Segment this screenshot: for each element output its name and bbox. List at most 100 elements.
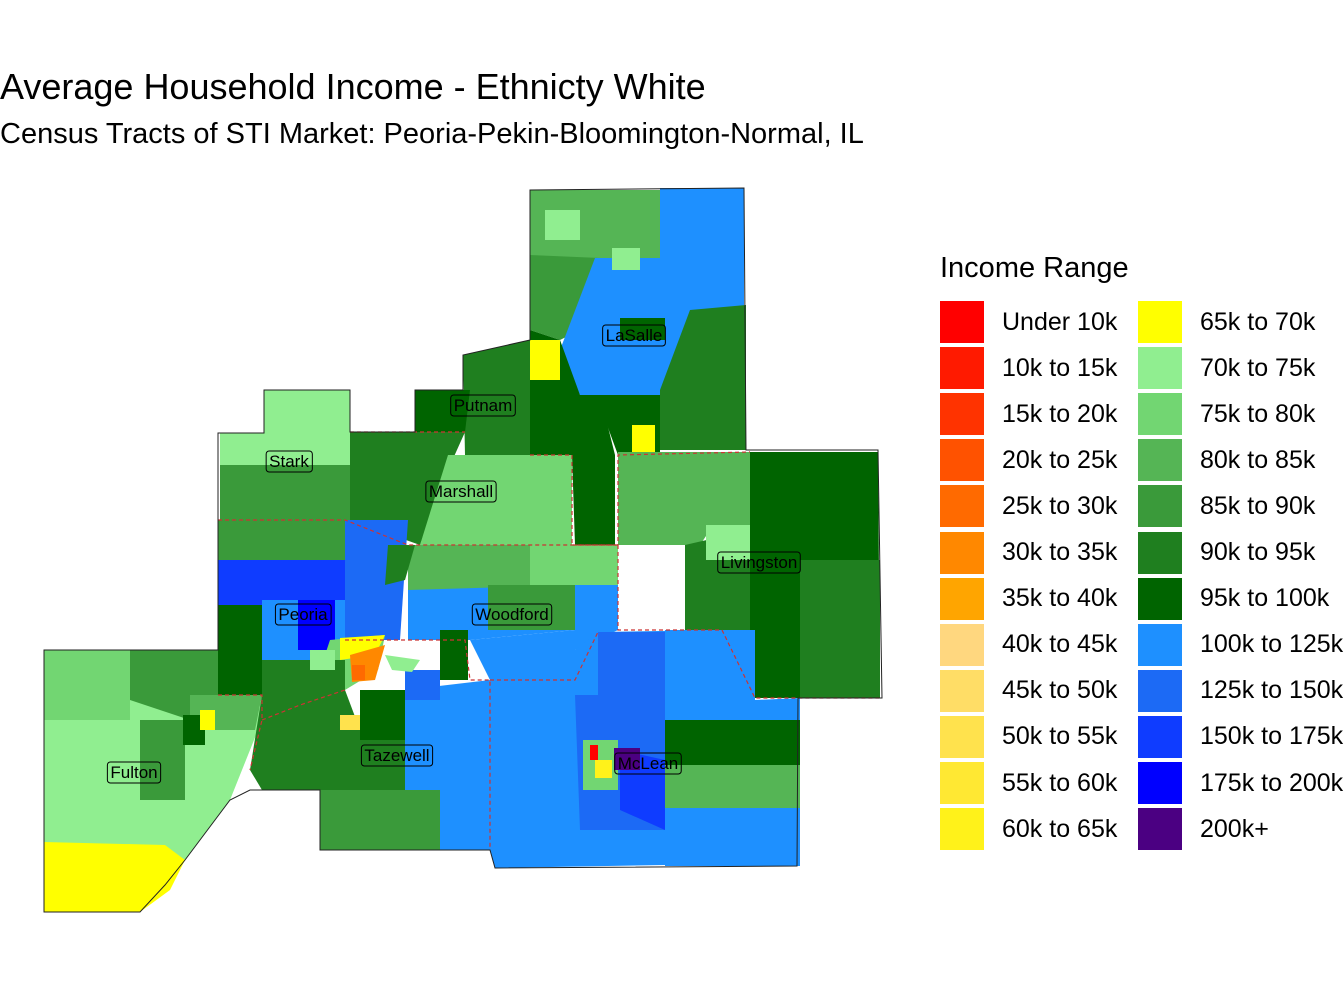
county-label-text: Marshall (429, 482, 493, 501)
legend-label: 125k to 150k (1200, 676, 1344, 705)
legend-item: 150k to 175k (1138, 715, 1343, 759)
legend-title: Income Range (940, 252, 1129, 284)
legend-swatch (1138, 393, 1182, 436)
tract (530, 330, 615, 545)
legend-label: 200k+ (1200, 814, 1269, 843)
tract (560, 258, 660, 395)
legend-swatch (940, 715, 984, 758)
county-label-text: LaSalle (606, 326, 663, 345)
legend-swatch (1138, 577, 1182, 620)
tract (530, 340, 560, 380)
county-tazewell (250, 660, 490, 850)
county-lasalle (530, 188, 746, 545)
legend-swatch (1138, 669, 1182, 712)
legend-label: 85k to 90k (1200, 491, 1316, 520)
legend-swatch (940, 623, 984, 666)
legend-label: 75k to 80k (1200, 399, 1316, 428)
legend-swatch (1138, 485, 1182, 528)
legend-swatch (1138, 715, 1182, 758)
tract (44, 650, 130, 720)
county-label-box (425, 480, 497, 503)
legend-label: 90k to 95k (1200, 538, 1316, 566)
legend-label: 55k to 60k (1002, 768, 1118, 797)
county-putnam (415, 340, 530, 455)
tract (350, 432, 465, 545)
legend-label: 60k to 65k (1002, 814, 1118, 843)
county-label: Fulton (106, 761, 162, 784)
legend-item: 95k to 100k (1138, 577, 1329, 621)
county-boundary (261, 689, 346, 721)
legend-item: 45k to 50k (940, 669, 1117, 713)
legend-item: 90k to 95k (1138, 531, 1315, 575)
county-label-text: McLean (618, 754, 678, 773)
county-label-box (106, 761, 162, 784)
tract (385, 655, 420, 672)
legend-label: Under 10k (1002, 307, 1118, 336)
legend-label: 50k to 55k (1002, 722, 1118, 751)
county-label-box (614, 752, 682, 775)
county-label: Putnam (450, 394, 516, 417)
tract (405, 680, 490, 850)
legend-item: 35k to 40k (940, 577, 1117, 621)
legend-swatch (1138, 301, 1182, 343)
county-peoria (218, 520, 415, 695)
tract (360, 690, 405, 740)
tract (220, 433, 350, 465)
legend-item: 40k to 45k (940, 623, 1117, 667)
legend-item: 65k to 70k (1138, 300, 1315, 344)
legend-label: 40k to 45k (1002, 630, 1118, 659)
market-outline (43, 187, 883, 913)
county-label: Livingston (717, 551, 801, 574)
legend-swatch (940, 669, 984, 712)
legend-label: 95k to 100k (1200, 584, 1330, 613)
legend-swatch (1138, 762, 1182, 804)
legend-item: 125k to 150k (1138, 669, 1343, 713)
legend-label: 150k to 175k (1200, 722, 1344, 751)
legend-label: 15k to 20k (1002, 399, 1118, 428)
legend-item: 20k to 25k (940, 438, 1117, 482)
urban-core-tracts (310, 635, 612, 778)
tract (405, 670, 440, 700)
legend-label: 65k to 70k (1200, 307, 1316, 336)
legend-item: 175k to 200k (1138, 761, 1343, 805)
tract (800, 560, 880, 698)
county-label-box (274, 603, 332, 626)
county-label: McLean (614, 752, 682, 775)
legend-item: 100k to 125k (1138, 623, 1343, 667)
county-label-text: Woodford (475, 605, 548, 624)
legend-item: 60k to 65k (940, 807, 1117, 851)
tract (385, 545, 415, 585)
county-label-box (717, 551, 801, 574)
county-label-text: Fulton (110, 763, 157, 782)
county-stark (220, 390, 350, 520)
map-subtitle: Census Tracts of STI Market: Peoria-Peki… (0, 118, 864, 150)
tract (140, 720, 185, 800)
tract (218, 560, 345, 605)
legend-label: 35k to 40k (1002, 584, 1118, 613)
legend-swatch (940, 347, 984, 390)
county-boundary (345, 639, 491, 850)
tract (530, 545, 618, 585)
tract (200, 710, 215, 730)
tract (612, 248, 640, 270)
county-mclean (490, 630, 800, 868)
county-label-text: Peoria (278, 605, 328, 624)
legend-swatch (940, 808, 984, 851)
county-label-text: Tazewell (364, 746, 429, 765)
tract (264, 390, 350, 435)
legend-item: 25k to 30k (940, 484, 1117, 528)
tract (660, 305, 746, 450)
county-label-text: Livingston (721, 553, 798, 572)
legend-label: 10k to 15k (1002, 353, 1118, 382)
tract (440, 630, 468, 680)
legend-label: 100k to 125k (1200, 630, 1344, 659)
county-label-box (450, 394, 516, 417)
county-boundary (617, 545, 880, 699)
legend-item: 200k+ (1138, 807, 1269, 851)
tract (463, 340, 530, 455)
legend-swatch (940, 301, 984, 343)
legend-item: 30k to 35k (940, 531, 1117, 575)
legend-item: 15k to 20k (940, 392, 1117, 436)
tract (470, 585, 618, 680)
